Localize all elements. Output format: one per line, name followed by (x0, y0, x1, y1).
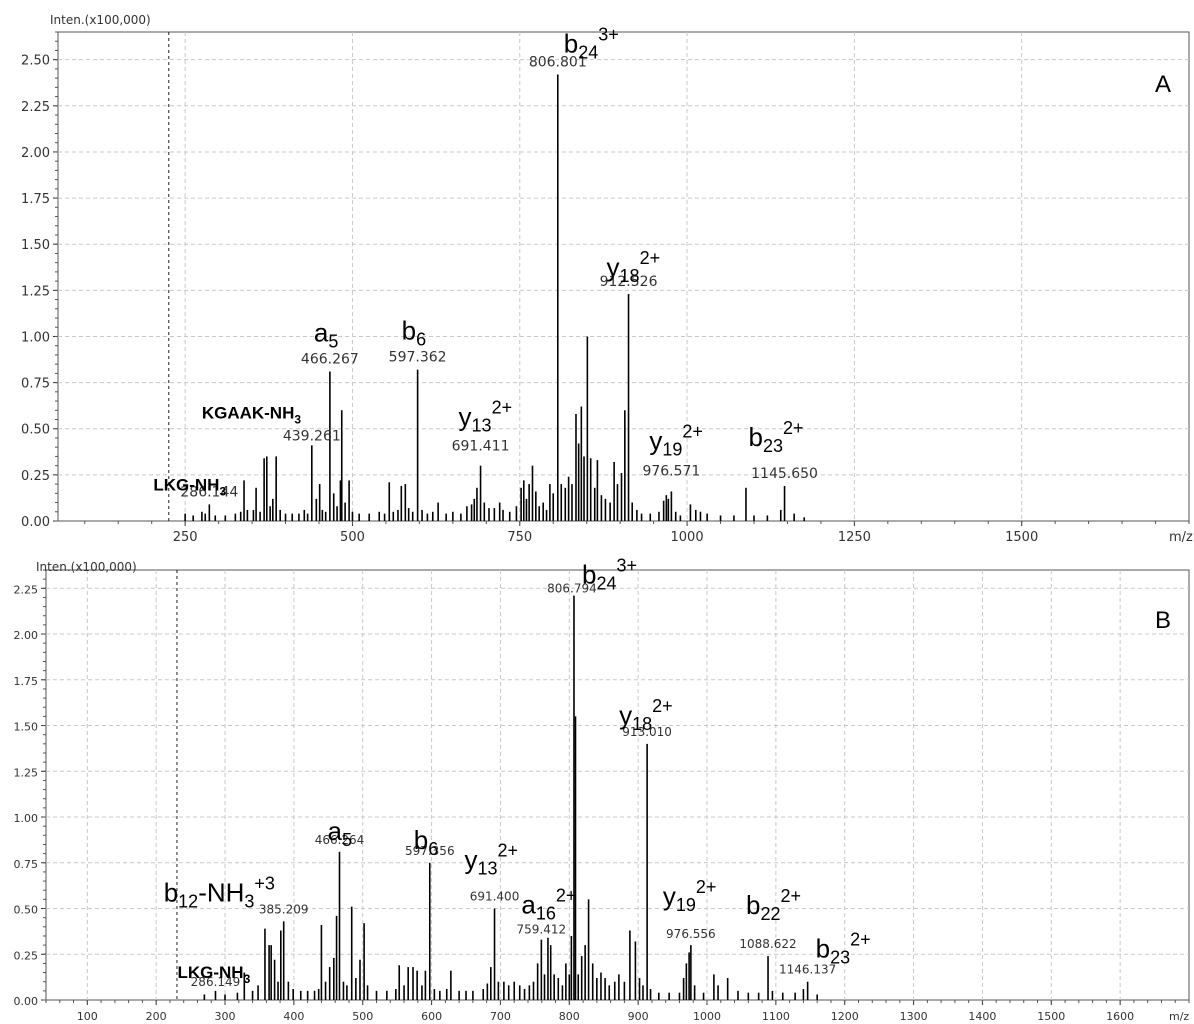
y-tick-label: 0.75 (21, 377, 50, 392)
y-tick-label: 1.25 (14, 766, 39, 779)
peak-mz-label: 597.362 (389, 350, 447, 366)
x-tick-label: 700 (490, 1010, 511, 1023)
y-tick-label: 0.25 (21, 469, 50, 484)
x-tick-label: 500 (352, 1010, 373, 1023)
ion-label: a5 (314, 318, 338, 352)
peak-mz-label: 691.411 (452, 439, 510, 455)
x-tick-label: 750 (507, 530, 532, 545)
y-axis-label: Inten.(x100,000) (36, 560, 137, 574)
x-tick-label: 1500 (1037, 1010, 1065, 1023)
peak-mz-label: 1088.622 (739, 937, 796, 951)
ion-label: y192+ (649, 421, 703, 459)
ion-label: b6 (402, 316, 426, 350)
ion-label: y182+ (619, 696, 673, 734)
ion-label: a162+ (521, 886, 576, 924)
x-tick-label: 1000 (693, 1010, 721, 1023)
x-tick-label: 1400 (968, 1010, 996, 1023)
x-tick-label: 1500 (1005, 530, 1038, 545)
peak-mz-label: 286.149 (191, 975, 241, 989)
y-tick-label: 1.50 (14, 721, 39, 734)
x-axis-label: m/z (1169, 1010, 1189, 1023)
x-tick-label: 600 (421, 1010, 442, 1023)
y-tick-label: 1.75 (14, 675, 39, 688)
x-tick-label: 250 (173, 530, 198, 545)
peak-mz-label: 286.144 (180, 484, 238, 500)
y-tick-label: 2.25 (21, 100, 50, 115)
plot-frame (57, 31, 1190, 522)
peak-mz-label: 439.261 (283, 428, 341, 444)
x-axis-label: m/z (1169, 530, 1193, 545)
fragment-label: LKG-NH3 (177, 963, 250, 986)
x-tick-label: 1300 (900, 1010, 928, 1023)
ion-label: y192+ (663, 877, 717, 915)
x-tick-label: 1000 (671, 530, 704, 545)
peak-mz-label: 806.801 (529, 54, 587, 70)
x-tick-label: 400 (283, 1010, 304, 1023)
x-tick-label: 300 (215, 1010, 236, 1023)
ion-label: b232+ (816, 930, 871, 968)
x-tick-label: 900 (628, 1010, 649, 1023)
y-tick-label: 1.25 (21, 284, 50, 299)
ion-label: y132+ (459, 398, 513, 436)
y-tick-label: 0.75 (14, 858, 39, 871)
ion-label: b222+ (746, 886, 801, 924)
peak-mz-label: 691.400 (470, 890, 520, 904)
ion-label: b12-NH3+3 (164, 873, 275, 911)
x-tick-label: 500 (340, 530, 365, 545)
y-tick-label: 2.00 (14, 629, 39, 642)
panel-label: B (1155, 607, 1171, 634)
ion-label: b243+ (564, 24, 619, 62)
y-tick-label: 1.50 (21, 238, 50, 253)
peak-mz-label: 912.526 (600, 274, 658, 290)
peak-mz-label: 597.356 (405, 844, 455, 858)
ion-label: b232+ (749, 418, 804, 456)
plot-frame (45, 569, 1190, 1001)
ion-label: a5 (328, 816, 352, 850)
ion-label: b6 (414, 825, 438, 859)
peak-mz-label: 1145.650 (751, 466, 818, 482)
y-tick-label: 0.25 (14, 949, 39, 962)
ion-label: y132+ (465, 841, 519, 879)
peak-mz-label: 385.209 (259, 902, 309, 916)
y-axis-label: Inten.(x100,000) (50, 13, 151, 27)
peak-mz-label: 759.412 (517, 923, 567, 937)
x-tick-label: 1600 (1106, 1010, 1134, 1023)
x-tick-label: 800 (559, 1010, 580, 1023)
y-tick-label: 1.00 (14, 812, 39, 825)
y-tick-label: 1.00 (21, 330, 50, 345)
peak-mz-label: 976.571 (642, 463, 700, 479)
y-tick-label: 2.50 (21, 54, 50, 69)
y-tick-label: 0.00 (21, 515, 50, 530)
ion-label: y182+ (607, 248, 661, 286)
fragment-label: LKG-NH3 (153, 475, 226, 498)
peak-mz-label: 806.794 (547, 582, 597, 596)
panel-a: 250 500 750 1000 1250 1500 0.00 0.25 0.50 0.75 1.0… (21, 13, 1193, 545)
y-tick-label: 0.50 (21, 423, 50, 438)
peak-mz-label: 1146.137 (779, 963, 836, 977)
panel-label: A (1155, 71, 1171, 98)
y-tick-label: 2.25 (14, 583, 39, 596)
x-tick-label: 100 (77, 1010, 98, 1023)
x-tick-label: 1200 (831, 1010, 859, 1023)
peak-mz-label: 466.264 (315, 833, 365, 847)
x-tick-label: 200 (146, 1010, 167, 1023)
y-tick-label: 2.00 (21, 146, 50, 161)
x-tick-label: 1100 (762, 1010, 790, 1023)
peak-mz-label: 976.556 (666, 927, 716, 941)
y-tick-label: 0.00 (14, 995, 39, 1008)
fragment-label: KGAAK-NH3 (202, 403, 302, 426)
peak-mz-label: 913.010 (622, 725, 672, 739)
x-tick-label: 1250 (838, 530, 871, 545)
ion-label: b243+ (582, 556, 637, 594)
panel-b: 100 200 300 400 500 600 700 800 900 1000 1100 1200 1… (14, 556, 1190, 1023)
y-tick-label: 1.75 (21, 192, 50, 207)
peak-mz-label: 466.267 (301, 352, 359, 368)
y-tick-label: 0.50 (14, 904, 39, 917)
